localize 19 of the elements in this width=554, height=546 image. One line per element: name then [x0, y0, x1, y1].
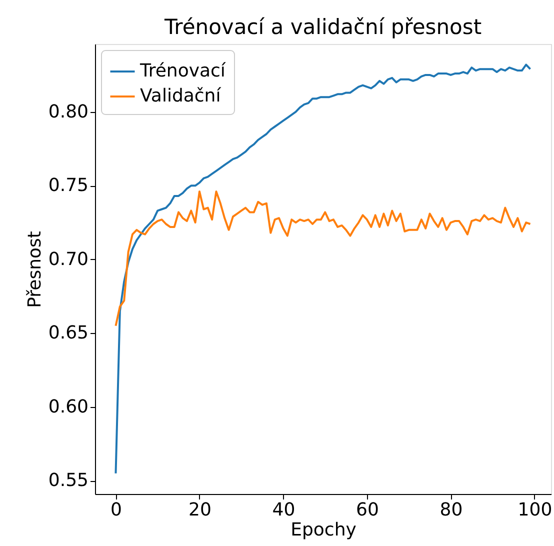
- legend-label: Trénovací: [139, 60, 226, 82]
- x-axis-title: Epochy: [290, 520, 357, 540]
- chart-title: Trénovací a validační přesnost: [163, 15, 482, 39]
- y-tick-label: 0.80: [48, 101, 88, 122]
- x-tick-label: 80: [440, 500, 463, 520]
- y-tick-label: 0.65: [48, 322, 88, 344]
- y-axis-title: Přesnost: [24, 231, 46, 308]
- x-tick-label: 60: [356, 500, 379, 520]
- y-tick-label: 0.55: [48, 470, 88, 492]
- x-tick-label: 20: [188, 500, 212, 520]
- legend-label: Validační: [140, 86, 222, 106]
- line-series: [114, 190, 532, 327]
- x-tick-label: 100: [518, 500, 552, 520]
- y-tick-label: 0.60: [48, 396, 88, 418]
- x-tick-label: 40: [272, 500, 296, 520]
- y-tick-label: 0.75: [48, 175, 88, 196]
- y-tick-label: 0.70: [48, 248, 88, 270]
- x-tick-label: 0: [110, 500, 122, 520]
- line-series: [114, 64, 532, 474]
